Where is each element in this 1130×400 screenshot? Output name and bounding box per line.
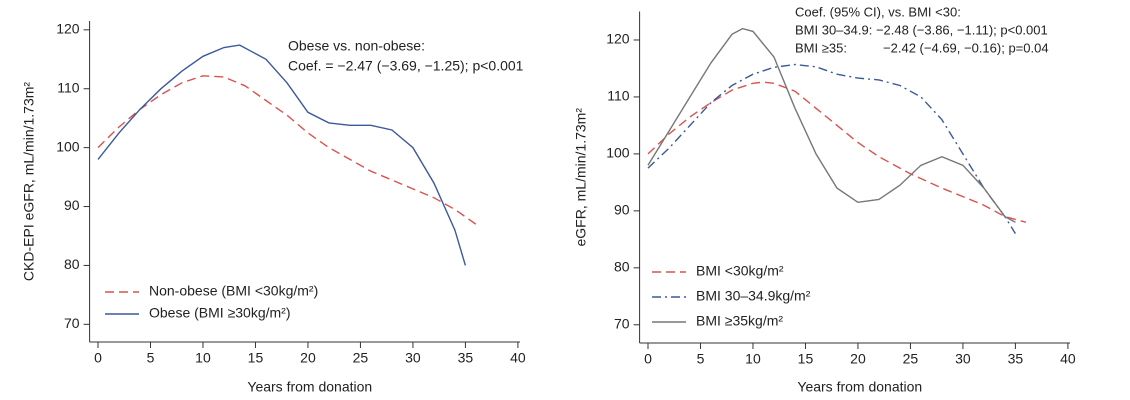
y-axis-title: CKD-EPI eGFR, mL/min/1.73m² <box>21 82 37 281</box>
y-tick-label: 70 <box>64 315 80 331</box>
annotation: Coef. (95% CI), vs. BMI <30: <box>795 4 961 19</box>
y-tick-label: 100 <box>56 138 80 154</box>
annotation: Obese vs. non-obese: <box>288 38 425 54</box>
y-tick-label: 110 <box>607 88 630 104</box>
x-tick-label: 20 <box>300 350 316 366</box>
x-tick-label: 15 <box>248 350 264 366</box>
x-tick-label: 0 <box>644 351 652 367</box>
x-tick-label: 35 <box>458 350 474 366</box>
line-series <box>647 81 1027 223</box>
line-series <box>97 75 477 225</box>
x-tick-label: 10 <box>745 351 761 367</box>
y-tick-label: 100 <box>606 145 630 161</box>
y-tick-label: 80 <box>64 256 80 272</box>
y-tick-label: 80 <box>614 259 630 275</box>
y-tick-label: 120 <box>56 21 80 37</box>
x-tick-label: 30 <box>955 351 971 367</box>
annotation: BMI ≥35: −2.42 (−4.69, −0.16); p=0.04 <box>795 40 1049 55</box>
x-tick-label: 15 <box>798 351 814 367</box>
legend-label: Non-obese (BMI <30kg/m²) <box>149 283 318 299</box>
line-series <box>97 44 467 266</box>
x-tick-label: 20 <box>850 351 866 367</box>
x-tick-label: 40 <box>510 350 526 366</box>
x-tick-label: 35 <box>1008 351 1024 367</box>
legend-label: Obese (BMI ≥30kg/m²) <box>149 305 291 321</box>
x-axis-title: Years from donation <box>247 379 372 395</box>
line-series <box>647 27 1016 223</box>
y-tick-label: 70 <box>614 315 630 331</box>
x-tick-label: 30 <box>405 350 421 366</box>
y-tick-label: 90 <box>64 197 80 213</box>
annotation: Coef. = −2.47 (−3.69, −1.25); p<0.001 <box>288 58 524 74</box>
x-tick-label: 10 <box>195 350 211 366</box>
y-tick-label: 90 <box>614 202 630 218</box>
x-tick-label: 40 <box>1060 351 1076 367</box>
x-tick-label: 5 <box>697 351 705 367</box>
legend-label: BMI <30kg/m² <box>696 263 784 279</box>
legend-label: BMI 30–34.9kg/m² <box>696 288 811 304</box>
x-tick-label: 0 <box>94 350 102 366</box>
x-tick-label: 5 <box>147 350 155 366</box>
y-tick-label: 120 <box>606 31 630 47</box>
x-axis-title: Years from donation <box>797 379 922 395</box>
x-tick-label: 25 <box>903 351 919 367</box>
line-series <box>647 63 1016 234</box>
y-tick-label: 110 <box>57 79 80 95</box>
legend-label: BMI ≥35kg/m² <box>696 313 783 329</box>
annotation: BMI 30–34.9: −2.48 (−3.86, −1.11); p<0.0… <box>795 22 1048 37</box>
x-tick-label: 25 <box>353 350 369 366</box>
y-axis-title: eGFR, mL/min/1.73m² <box>573 108 589 247</box>
